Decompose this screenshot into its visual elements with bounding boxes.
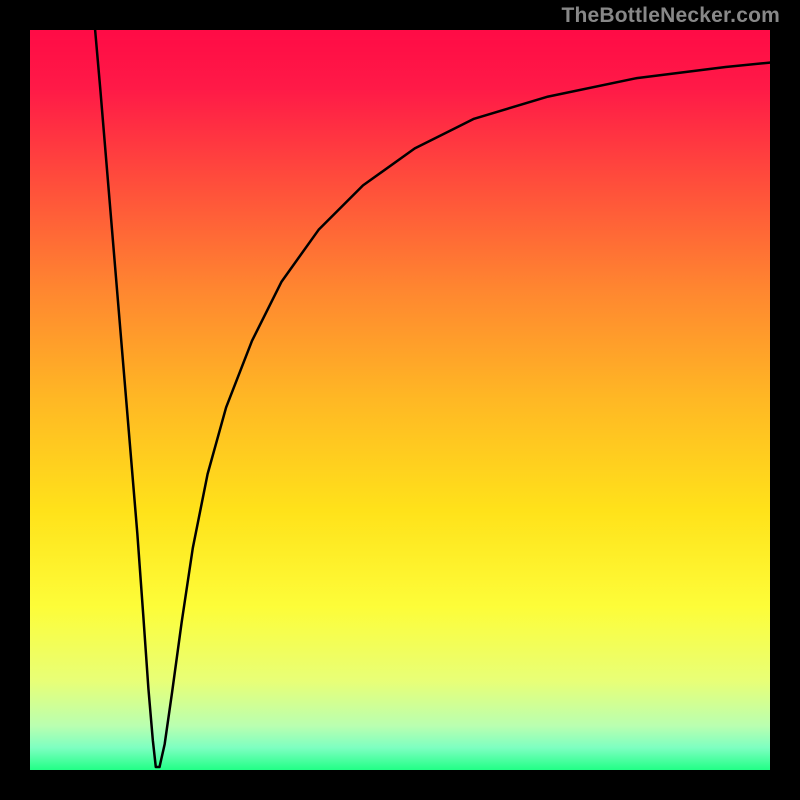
plot-background [30,30,770,770]
watermark-text: TheBottleNecker.com [561,4,780,28]
chart-container: TheBottleNecker.com [0,0,800,800]
bottleneck-chart [0,0,800,800]
